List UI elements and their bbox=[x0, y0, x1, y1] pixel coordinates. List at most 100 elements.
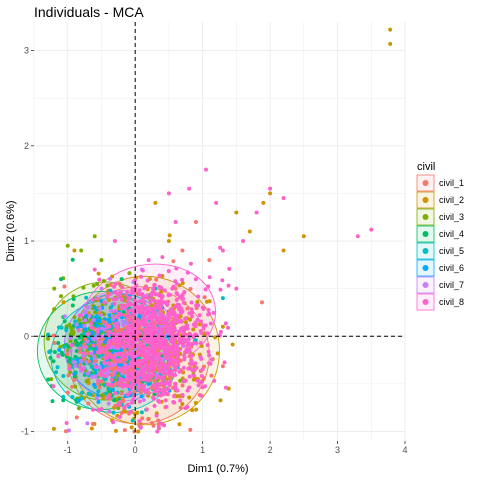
point-civil-8 bbox=[150, 339, 155, 344]
point-civil-8 bbox=[105, 345, 110, 350]
point-civil-4 bbox=[66, 344, 71, 349]
point-civil-8 bbox=[177, 307, 182, 312]
point-civil-8 bbox=[176, 362, 181, 367]
point-civil-8 bbox=[158, 421, 163, 426]
point-civil-8 bbox=[206, 349, 211, 354]
point-civil-1 bbox=[100, 319, 105, 324]
point-civil-7 bbox=[83, 310, 88, 315]
point-civil-8 bbox=[157, 284, 162, 289]
point-civil-8 bbox=[172, 400, 177, 405]
point-civil-8 bbox=[142, 358, 147, 363]
point-civil-5 bbox=[220, 296, 225, 301]
point-civil-1 bbox=[64, 429, 69, 434]
point-civil-5 bbox=[62, 344, 67, 349]
point-civil-8 bbox=[149, 293, 154, 298]
point-civil-8 bbox=[226, 283, 231, 288]
point-civil-1 bbox=[220, 364, 225, 369]
point-civil-2 bbox=[247, 229, 252, 234]
point-civil-8 bbox=[172, 346, 177, 351]
point-civil-8 bbox=[168, 379, 173, 384]
point-civil-2 bbox=[89, 426, 94, 431]
point-civil-8 bbox=[187, 347, 192, 352]
point-civil-1 bbox=[99, 379, 104, 384]
legend-label-civil-7: civil_7 bbox=[439, 280, 464, 290]
point-civil-8 bbox=[138, 340, 143, 345]
point-civil-1 bbox=[95, 381, 100, 386]
point-civil-2 bbox=[106, 298, 111, 303]
point-civil-1 bbox=[86, 351, 91, 356]
point-civil-1 bbox=[126, 318, 131, 323]
point-civil-1 bbox=[171, 259, 176, 264]
point-civil-8 bbox=[136, 308, 141, 313]
point-civil-8 bbox=[120, 383, 125, 388]
point-civil-8 bbox=[200, 367, 205, 372]
point-civil-1 bbox=[122, 428, 127, 433]
point-civil-8 bbox=[162, 351, 167, 356]
point-civil-2 bbox=[129, 425, 134, 430]
legend-items: civil_1 civil_2 civil_3 civil_4 civil_5civil… bbox=[416, 174, 464, 311]
point-civil-1 bbox=[51, 333, 56, 338]
point-civil-8 bbox=[165, 302, 170, 307]
point-civil-8 bbox=[169, 307, 174, 312]
point-civil-8 bbox=[241, 239, 246, 244]
point-civil-1 bbox=[180, 383, 185, 388]
point-civil-8 bbox=[220, 278, 225, 283]
point-civil-5 bbox=[87, 346, 92, 351]
point-civil-8 bbox=[105, 356, 110, 361]
point-civil-2 bbox=[160, 273, 165, 278]
point-civil-8 bbox=[156, 425, 161, 430]
point-civil-7 bbox=[68, 336, 73, 341]
point-civil-8 bbox=[173, 385, 178, 390]
point-civil-8 bbox=[171, 284, 176, 289]
point-civil-8 bbox=[151, 286, 156, 291]
point-civil-8 bbox=[143, 366, 148, 371]
point-civil-2 bbox=[115, 374, 120, 379]
point-civil-8 bbox=[120, 367, 125, 372]
point-civil-1 bbox=[259, 300, 264, 305]
point-civil-7 bbox=[85, 421, 90, 426]
point-civil-8 bbox=[162, 300, 167, 305]
point-civil-4 bbox=[51, 359, 56, 364]
point-civil-8 bbox=[190, 310, 195, 315]
point-civil-1 bbox=[66, 373, 71, 378]
legend-title: civil bbox=[417, 161, 435, 173]
legend-key-civil-5-dot bbox=[422, 248, 429, 254]
point-civil-5 bbox=[96, 354, 101, 359]
point-civil-8 bbox=[207, 275, 212, 280]
point-civil-8 bbox=[125, 327, 130, 332]
point-civil-8 bbox=[105, 294, 110, 299]
point-civil-8 bbox=[218, 245, 223, 250]
point-civil-4 bbox=[60, 352, 65, 357]
point-civil-8 bbox=[158, 387, 163, 392]
y-tick-label: 0 bbox=[24, 331, 29, 341]
point-civil-8 bbox=[185, 343, 190, 348]
point-civil-8 bbox=[139, 310, 144, 315]
point-civil-5 bbox=[54, 370, 59, 375]
point-civil-8 bbox=[207, 311, 212, 316]
point-civil-8 bbox=[138, 368, 143, 373]
point-civil-8 bbox=[95, 350, 100, 355]
point-civil-8 bbox=[138, 274, 143, 279]
point-civil-2 bbox=[177, 422, 182, 427]
point-civil-8 bbox=[140, 268, 145, 273]
point-civil-8 bbox=[223, 321, 228, 326]
point-civil-7 bbox=[109, 308, 114, 313]
point-civil-8 bbox=[143, 338, 148, 343]
point-civil-6 bbox=[89, 330, 94, 335]
point-civil-5 bbox=[111, 410, 116, 415]
point-civil-8 bbox=[135, 317, 140, 322]
point-civil-4 bbox=[56, 340, 61, 345]
point-civil-8 bbox=[117, 294, 122, 299]
point-civil-8 bbox=[146, 347, 151, 352]
point-civil-8 bbox=[135, 343, 140, 348]
point-civil-1 bbox=[132, 389, 137, 394]
point-civil-8 bbox=[154, 361, 159, 366]
point-civil-8 bbox=[160, 294, 165, 299]
point-civil-8 bbox=[163, 320, 168, 325]
point-civil-3 bbox=[59, 294, 64, 299]
point-civil-8 bbox=[148, 366, 153, 371]
point-civil-8 bbox=[139, 321, 144, 326]
point-civil-8 bbox=[76, 328, 81, 333]
point-civil-8 bbox=[107, 341, 112, 346]
